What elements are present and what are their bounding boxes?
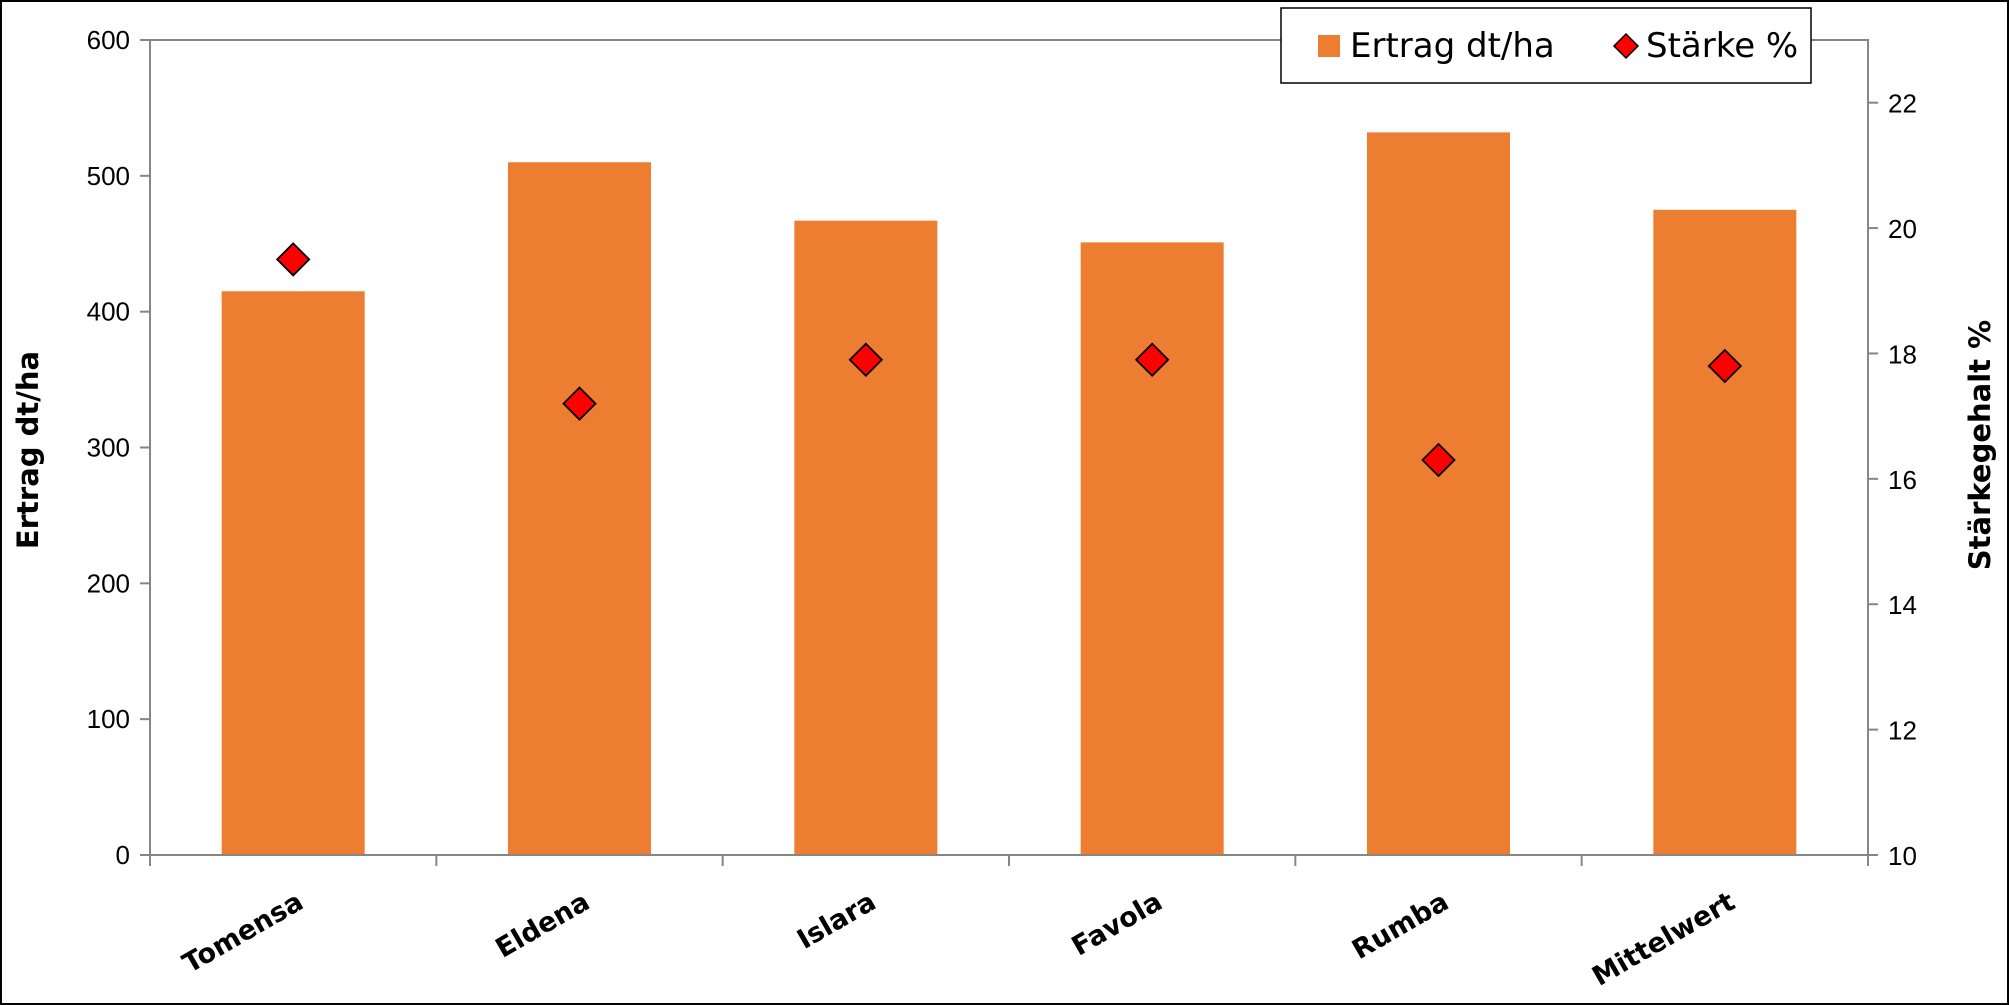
y-left-tick-label: 100: [87, 704, 130, 734]
legend: Ertrag dt/ha Stärke %: [1280, 7, 1812, 84]
staerke-marker-rumba: [1421, 442, 1456, 478]
y-left-tick-label: 200: [87, 568, 130, 598]
y-left-tick-label: 300: [87, 433, 130, 463]
y-left-tick-label: 0: [116, 840, 130, 870]
legend-label-staerke: Stärke %: [1646, 26, 1798, 66]
y-right-tick-label: 14: [1888, 590, 1917, 620]
staerke-marker-islara: [848, 342, 884, 378]
staerke-marker-mittelwert: [1707, 348, 1743, 384]
legend-marker-staerke: [1612, 32, 1640, 60]
bar-favola: [1080, 242, 1224, 855]
bar-tomensa: [221, 291, 365, 856]
bar-rumba: [1367, 132, 1510, 855]
y-right-tick-label: 10: [1888, 841, 1917, 871]
y-left-tick-label: 500: [87, 161, 130, 191]
y-left-tick-label: 600: [87, 25, 130, 55]
bar-eldena: [508, 162, 651, 855]
y-right-tick-label: 18: [1888, 339, 1917, 369]
bar-islara: [794, 220, 938, 856]
legend-swatch-ertrag: [1318, 35, 1340, 57]
y-left-tick-label: 400: [87, 297, 130, 327]
y-right-tick-label: 12: [1888, 716, 1917, 746]
y-right-tick-label: 20: [1888, 214, 1917, 244]
bar-mittelwert: [1653, 209, 1797, 855]
staerke-marker-favola: [1134, 342, 1170, 378]
y-right-tick-label: 16: [1888, 465, 1917, 495]
staerke-marker-tomensa: [275, 242, 311, 277]
y-right-axis-title: Stärkegehalt %: [1963, 320, 1997, 570]
legend-box: [1280, 7, 1812, 84]
y-right-tick-label: 22: [1888, 89, 1917, 119]
legend-label-ertrag: Ertrag dt/ha: [1350, 26, 1555, 66]
staerke-marker-eldena: [562, 386, 597, 421]
y-left-axis-title: Ertrag dt/ha: [11, 351, 45, 549]
